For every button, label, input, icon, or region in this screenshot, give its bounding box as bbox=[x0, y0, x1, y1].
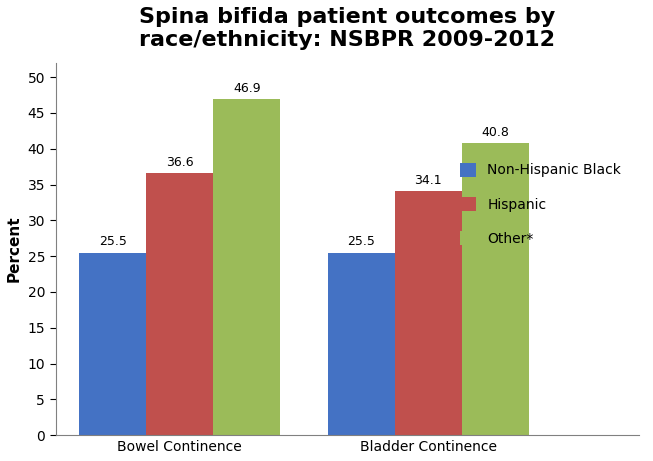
Bar bbox=[214, 99, 280, 435]
Bar bbox=[146, 173, 214, 435]
Bar bbox=[394, 191, 462, 435]
Text: 40.8: 40.8 bbox=[481, 126, 509, 139]
Text: 36.6: 36.6 bbox=[166, 156, 193, 169]
Text: 25.5: 25.5 bbox=[347, 235, 375, 248]
Text: 34.1: 34.1 bbox=[415, 174, 442, 187]
Text: 46.9: 46.9 bbox=[233, 82, 261, 95]
Y-axis label: Percent: Percent bbox=[7, 216, 22, 282]
Bar bbox=[328, 253, 394, 435]
Bar bbox=[79, 253, 146, 435]
Title: Spina bifida patient outcomes by
race/ethnicity: NSBPR 2009-2012: Spina bifida patient outcomes by race/et… bbox=[139, 7, 556, 50]
Bar bbox=[462, 143, 529, 435]
Legend: Non-Hispanic Black, Hispanic, Other*: Non-Hispanic Black, Hispanic, Other* bbox=[460, 163, 621, 246]
Text: 25.5: 25.5 bbox=[99, 235, 127, 248]
